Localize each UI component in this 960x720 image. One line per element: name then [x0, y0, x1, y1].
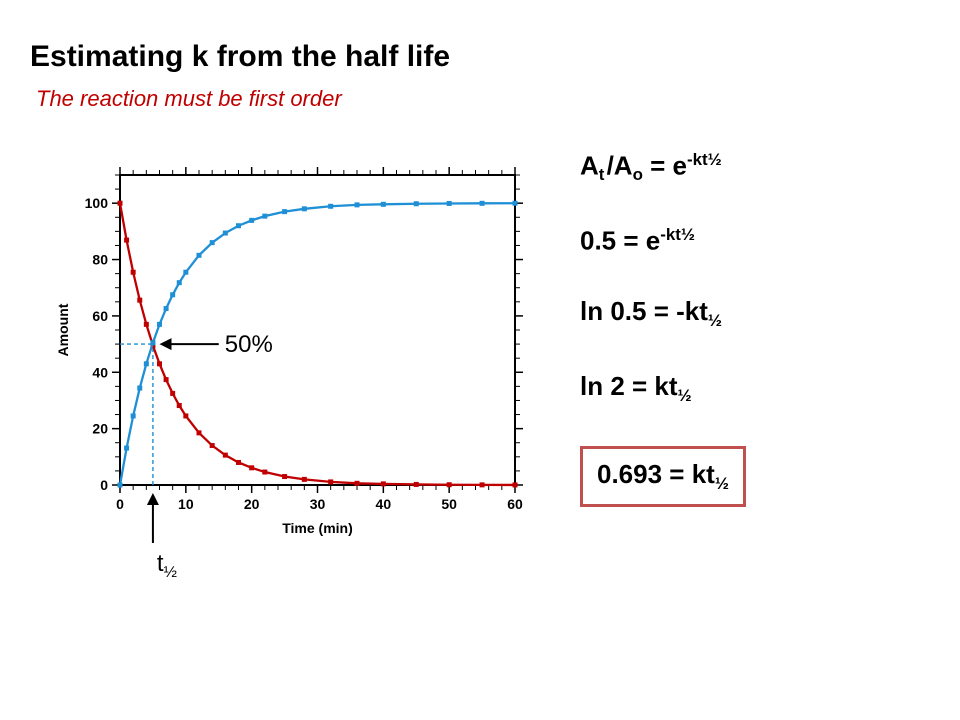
svg-text:50%: 50% [225, 331, 273, 358]
svg-text:40: 40 [376, 496, 392, 512]
svg-text:80: 80 [92, 252, 108, 268]
halflife-chart: 0 10 20 30 40 50 60 0 20 40 60 80 100 Time (min) Amoun… [40, 150, 540, 610]
chart-svg: 0 10 20 30 40 50 60 0 20 40 60 80 100 Time (min) Amoun… [40, 150, 540, 610]
svg-text:0: 0 [100, 477, 108, 493]
svg-text:20: 20 [92, 421, 108, 437]
svg-text:60: 60 [92, 308, 108, 324]
equation-4: ln 2 = kt½ [580, 371, 940, 406]
equation-list: At /Ao = e-kt½ 0.5 = e-kt½ ln 0.5 = -kt½ ln… [580, 150, 940, 547]
svg-text:Time (min): Time (min) [282, 520, 353, 536]
page-title: Estimating k from the half life [30, 40, 450, 74]
slide: Estimating k from the half life The reac… [0, 0, 960, 720]
svg-text:Amount: Amount [55, 303, 71, 356]
svg-text:100: 100 [85, 195, 109, 211]
svg-text:60: 60 [507, 496, 523, 512]
svg-text:0: 0 [116, 496, 124, 512]
equation-2: 0.5 = e-kt½ [580, 225, 940, 256]
equation-5: 0.693 = kt½ [580, 446, 940, 507]
svg-text:30: 30 [310, 496, 326, 512]
svg-text:10: 10 [178, 496, 194, 512]
svg-text:50: 50 [441, 496, 457, 512]
equation-1: At /Ao = e-kt½ [580, 150, 940, 185]
equation-3: ln 0.5 = -kt½ [580, 296, 940, 331]
page-subtitle: The reaction must be first order [36, 86, 342, 112]
svg-text:40: 40 [92, 364, 108, 380]
svg-text:20: 20 [244, 496, 260, 512]
svg-text:t½: t½ [157, 550, 177, 581]
